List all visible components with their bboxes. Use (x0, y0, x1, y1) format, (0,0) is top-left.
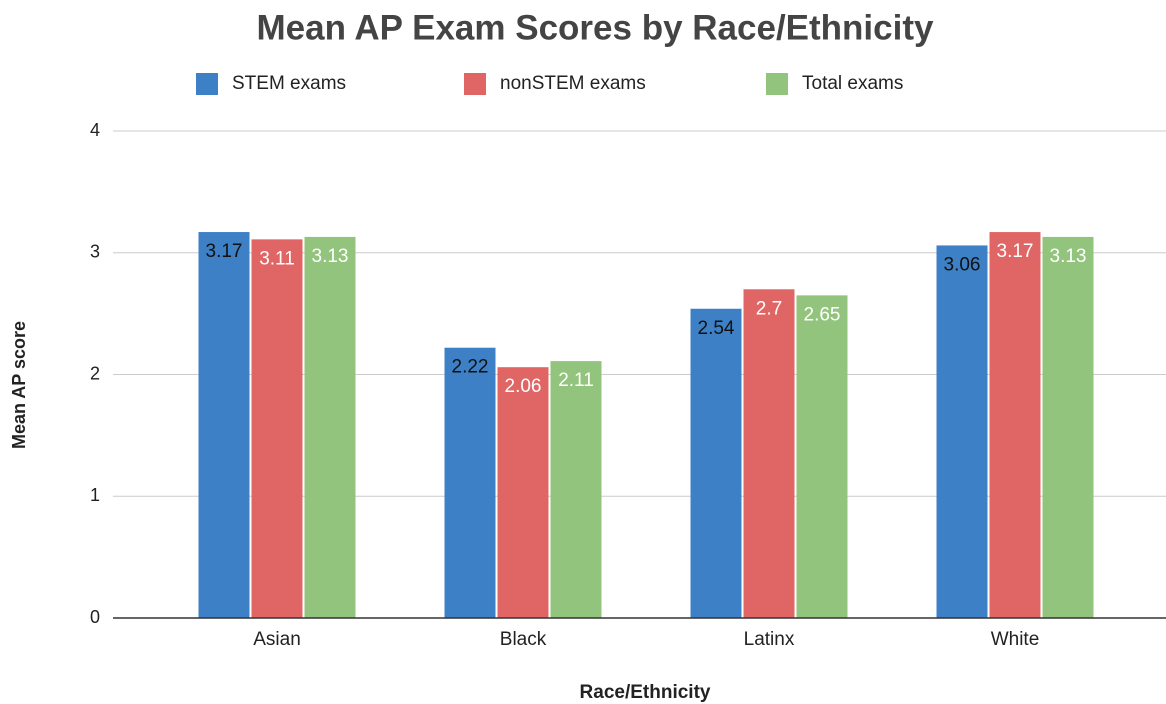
y-tick-label: 4 (90, 120, 100, 140)
legend-label: nonSTEM exams (500, 73, 646, 94)
x-tick-label: Asian (253, 629, 301, 650)
bar (1042, 236, 1094, 619)
value-label: 2.7 (756, 298, 782, 319)
bar (989, 232, 1041, 619)
y-tick-label: 0 (90, 607, 100, 627)
bar (304, 236, 356, 619)
bar (550, 361, 602, 618)
value-label: 3.06 (944, 254, 981, 275)
value-label: 3.11 (259, 248, 295, 269)
bar (198, 232, 250, 619)
value-label: 3.13 (312, 246, 349, 267)
bar (743, 289, 795, 618)
bar (936, 245, 988, 618)
bar (796, 295, 848, 618)
legend-swatch (766, 73, 788, 95)
y-tick-label: 3 (90, 242, 100, 262)
value-label: 2.06 (505, 376, 542, 397)
bar (497, 367, 549, 618)
chart-title: Mean AP Exam Scores by Race/Ethnicity (257, 8, 934, 47)
value-label: 2.54 (698, 318, 735, 339)
x-tick-label: Black (500, 629, 547, 650)
legend-swatch (464, 73, 486, 95)
x-tick-label: Latinx (744, 629, 795, 650)
x-axis-label: Race/Ethnicity (580, 682, 711, 703)
value-label: 2.11 (558, 370, 594, 391)
x-tick-label: White (991, 629, 1040, 650)
y-tick-label: 1 (90, 485, 100, 505)
legend-label: Total exams (802, 73, 903, 94)
value-label: 3.17 (997, 241, 1034, 262)
value-label: 2.65 (804, 304, 841, 325)
legend-swatch (196, 73, 218, 95)
y-axis-label: Mean AP score (9, 321, 29, 449)
bar (690, 308, 742, 618)
value-label: 3.13 (1050, 246, 1087, 267)
value-label: 2.22 (452, 357, 489, 378)
bar (444, 347, 496, 618)
y-tick-label: 2 (90, 363, 100, 383)
bar (251, 239, 303, 619)
value-label: 3.17 (206, 241, 243, 262)
legend-label: STEM exams (232, 73, 346, 94)
